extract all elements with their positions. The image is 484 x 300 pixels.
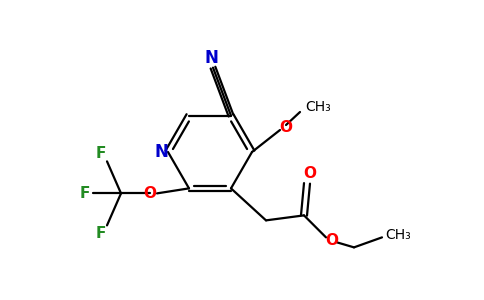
- Text: CH₃: CH₃: [305, 100, 331, 114]
- Text: CH₃: CH₃: [385, 228, 411, 242]
- Text: O: O: [143, 186, 156, 201]
- Text: F: F: [80, 186, 90, 201]
- Text: F: F: [96, 226, 106, 241]
- Text: N: N: [154, 143, 168, 161]
- Text: O: O: [326, 233, 338, 248]
- Text: F: F: [96, 146, 106, 161]
- Text: O: O: [279, 121, 292, 136]
- Text: O: O: [303, 166, 317, 181]
- Text: N: N: [204, 49, 218, 67]
